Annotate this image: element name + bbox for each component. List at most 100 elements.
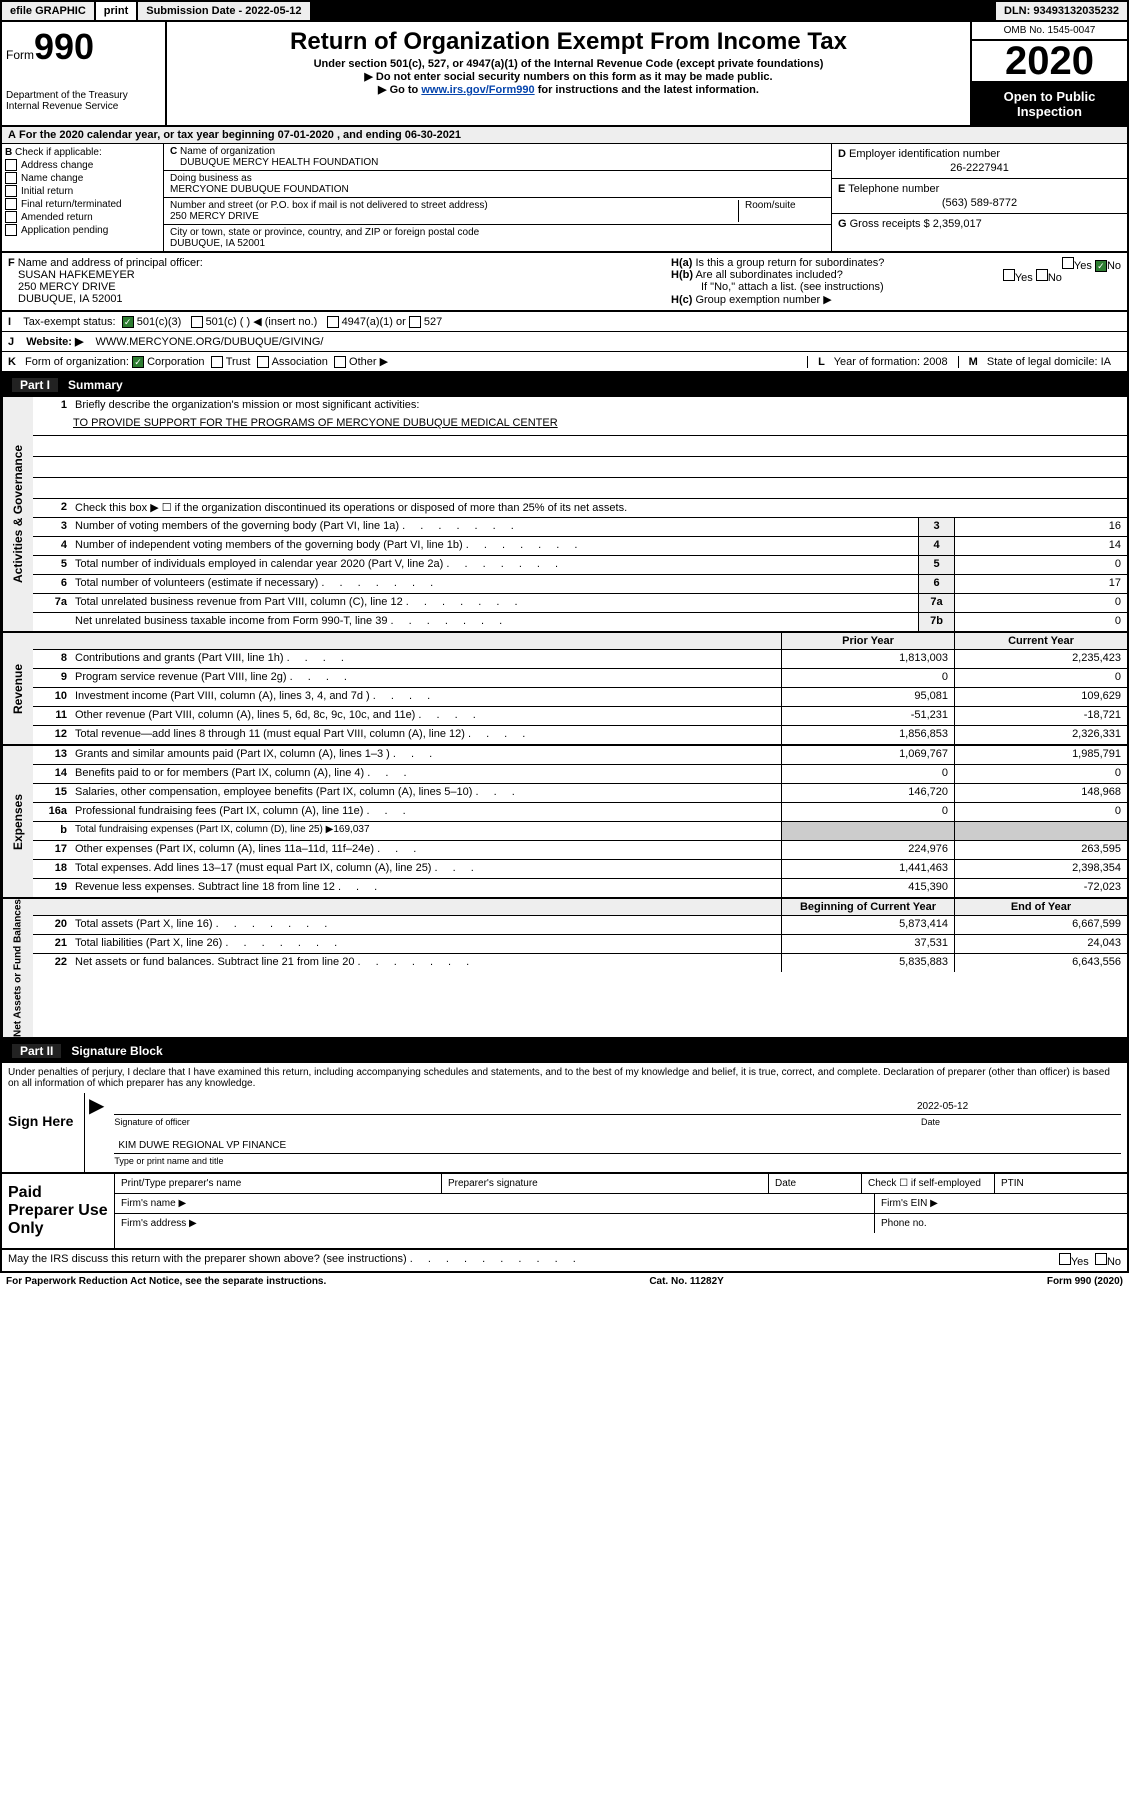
chk-other[interactable] — [334, 356, 346, 368]
irs-label: Internal Revenue Service — [6, 101, 161, 112]
dba-label: Doing business as — [170, 173, 252, 184]
discuss-yes[interactable] — [1059, 1253, 1071, 1265]
website-row: J Website: ▶ WWW.MERCYONE.ORG/DUBUQUE/GI… — [0, 332, 1129, 352]
website-url: WWW.MERCYONE.ORG/DUBUQUE/GIVING/ — [96, 336, 324, 348]
hb-yes[interactable] — [1003, 269, 1015, 281]
form-center: Return of Organization Exempt From Incom… — [167, 22, 970, 125]
print-button[interactable]: print — [96, 2, 138, 20]
prep-ptin-h: PTIN — [995, 1174, 1127, 1193]
part1-header: Part I Summary — [0, 373, 1129, 397]
prep-date-h: Date — [769, 1174, 862, 1193]
officer-label: Name and address of principal officer: — [18, 257, 203, 269]
box-f: F Name and address of principal officer:… — [2, 253, 665, 310]
paperwork-row: For Paperwork Reduction Act Notice, see … — [0, 1273, 1129, 1290]
summary-row: 20Total assets (Part X, line 16) . . . .… — [33, 916, 1127, 935]
efile-label: efile GRAPHIC — [2, 2, 96, 20]
chk-pending[interactable] — [5, 224, 17, 236]
sign-date-val: 2022-05-12 — [913, 1099, 1121, 1114]
chk-trust[interactable] — [211, 356, 223, 368]
summary-row: 16aProfessional fundraising fees (Part I… — [33, 803, 1127, 822]
ha-no[interactable]: ✓ — [1095, 260, 1107, 272]
chk-corp[interactable]: ✓ — [132, 356, 144, 368]
chk-4947[interactable] — [327, 316, 339, 328]
box-c: C Name of organizationDUBUQUE MERCY HEAL… — [164, 144, 831, 251]
paperwork-text: For Paperwork Reduction Act Notice, see … — [6, 1276, 326, 1287]
chk-address[interactable] — [5, 159, 17, 171]
form-number: 990 — [34, 26, 94, 67]
city-label: City or town, state or province, country… — [170, 227, 479, 238]
chk-initial[interactable] — [5, 185, 17, 197]
na-section: Net Assets or Fund Balances Beginning of… — [0, 899, 1129, 1039]
summary-row: 18Total expenses. Add lines 13–17 (must … — [33, 860, 1127, 879]
chk-501c3[interactable]: ✓ — [122, 316, 134, 328]
sidelabel-rev: Revenue — [2, 633, 33, 744]
opt-assoc: Association — [272, 356, 328, 368]
tax-status-row: I Tax-exempt status: ✓ 501(c)(3) 501(c) … — [0, 312, 1129, 332]
discuss-no[interactable] — [1095, 1253, 1107, 1265]
firm-addr-label: Firm's address ▶ — [115, 1214, 875, 1233]
note2-pre: Go to — [390, 84, 422, 96]
opt-address-change: Address change — [21, 160, 93, 171]
gov-section: Activities & Governance 1Briefly describ… — [0, 397, 1129, 633]
firm-name-label: Firm's name ▶ — [115, 1194, 875, 1213]
yes-label: Yes — [1071, 1256, 1089, 1268]
opt-name-change: Name change — [21, 173, 83, 184]
box-b: B Check if applicable: Address change Na… — [2, 144, 164, 251]
officer-addr1: 250 MERCY DRIVE — [8, 281, 116, 293]
mission-text: TO PROVIDE SUPPORT FOR THE PROGRAMS OF M… — [39, 417, 558, 429]
opt-527: 527 — [424, 316, 442, 328]
part2-num: Part II — [12, 1044, 61, 1058]
hb-no[interactable] — [1036, 269, 1048, 281]
k-label: Form of organization: — [25, 356, 129, 368]
box-h: H(a) Is this a group return for subordin… — [665, 253, 1127, 310]
mission-label: Briefly describe the organization's miss… — [71, 397, 1127, 415]
type-name-label: Type or print name and title — [114, 1156, 1121, 1166]
org-name: DUBUQUE MERCY HEALTH FOUNDATION — [170, 157, 378, 168]
dept-label: Department of the Treasury — [6, 90, 161, 101]
boy-head: Beginning of Current Year — [781, 899, 954, 915]
phone-label: Telephone number — [848, 183, 939, 195]
opt-corp: Corporation — [147, 356, 204, 368]
form-footer: Form 990 (2020) — [1047, 1276, 1123, 1287]
ein-value: 26-2227941 — [838, 160, 1121, 174]
discuss-text: May the IRS discuss this return with the… — [8, 1253, 407, 1265]
prep-sig-h: Preparer's signature — [442, 1174, 769, 1193]
form-title: Return of Organization Exempt From Incom… — [171, 28, 966, 56]
sign-arrow-icon: ▶ — [85, 1093, 108, 1172]
hb-label: Are all subordinates included? — [695, 269, 842, 281]
name-label: Name of organization — [180, 146, 275, 157]
chk-501c[interactable] — [191, 316, 203, 328]
discuss-row: May the IRS discuss this return with the… — [0, 1250, 1129, 1273]
sign-here-label: Sign Here — [2, 1093, 85, 1172]
ein-label: Employer identification number — [849, 148, 1000, 160]
phone-value: (563) 589-8772 — [838, 195, 1121, 209]
preparer-section: Paid Preparer Use Only Print/Type prepar… — [0, 1174, 1129, 1250]
ha-yes[interactable] — [1062, 257, 1074, 269]
street-address: 250 MERCY DRIVE — [170, 211, 259, 222]
chk-amended[interactable] — [5, 211, 17, 223]
summary-row: 13Grants and similar amounts paid (Part … — [33, 746, 1127, 765]
prep-se-h: Check ☐ if self-employed — [862, 1174, 995, 1193]
prep-name-h: Print/Type preparer's name — [115, 1174, 442, 1193]
chk-final[interactable] — [5, 198, 17, 210]
opt-initial: Initial return — [21, 186, 73, 197]
cat-no: Cat. No. 11282Y — [649, 1276, 723, 1287]
section-fh: F Name and address of principal officer:… — [0, 253, 1129, 312]
top-bar: efile GRAPHIC print Submission Date - 20… — [0, 0, 1129, 22]
exp-section: Expenses 13Grants and similar amounts pa… — [0, 746, 1129, 899]
inspection-label: Open to Public Inspection — [972, 83, 1127, 125]
hc-label: Group exemption number ▶ — [695, 294, 831, 306]
part2-label: Signature Block — [61, 1044, 162, 1058]
chk-assoc[interactable] — [257, 356, 269, 368]
sidelabel-exp: Expenses — [2, 746, 33, 897]
chk-527[interactable] — [409, 316, 421, 328]
prior-year-head: Prior Year — [781, 633, 954, 649]
summary-row: 10Investment income (Part VIII, column (… — [33, 688, 1127, 707]
year-formation: Year of formation: 2008 — [834, 356, 948, 368]
summary-row: 14Benefits paid to or for members (Part … — [33, 765, 1127, 784]
addr-label: Number and street (or P.O. box if mail i… — [170, 200, 488, 211]
chk-name[interactable] — [5, 172, 17, 184]
form990-link[interactable]: www.irs.gov/Form990 — [421, 84, 534, 96]
taxyear-text: For the 2020 calendar year, or tax year … — [19, 129, 461, 141]
penalty-text: Under penalties of perjury, I declare th… — [0, 1063, 1129, 1093]
